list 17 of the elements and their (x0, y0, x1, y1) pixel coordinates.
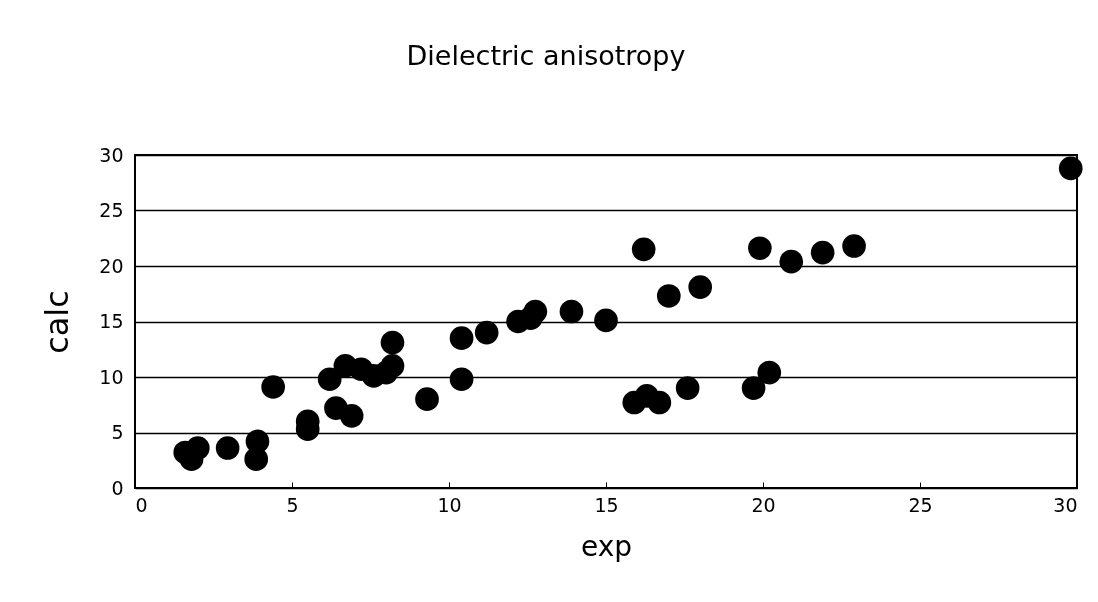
y-tick-label: 0 (111, 476, 124, 499)
x-tick-label: 15 (594, 493, 619, 516)
y-tick-label: 30 (99, 143, 124, 166)
y-tick-label: 20 (99, 254, 124, 277)
y-axis-title: calc (38, 290, 77, 354)
x-tick-label: 5 (286, 493, 299, 516)
x-tick-label: 0 (135, 493, 148, 516)
y-tick-label: 10 (99, 365, 124, 388)
x-tick-label: 30 (1053, 493, 1078, 516)
x-tick-label: 25 (908, 493, 933, 516)
y-tick-label: 15 (99, 310, 124, 332)
x-tick-label: 10 (437, 493, 462, 516)
x-axis-title: exp (580, 529, 633, 563)
y-tick-label: 25 (99, 199, 124, 221)
x-tick-label: 20 (751, 493, 776, 516)
y-tick-label: 5 (111, 421, 124, 443)
chart-title: Dielectric anisotropy (406, 40, 686, 71)
